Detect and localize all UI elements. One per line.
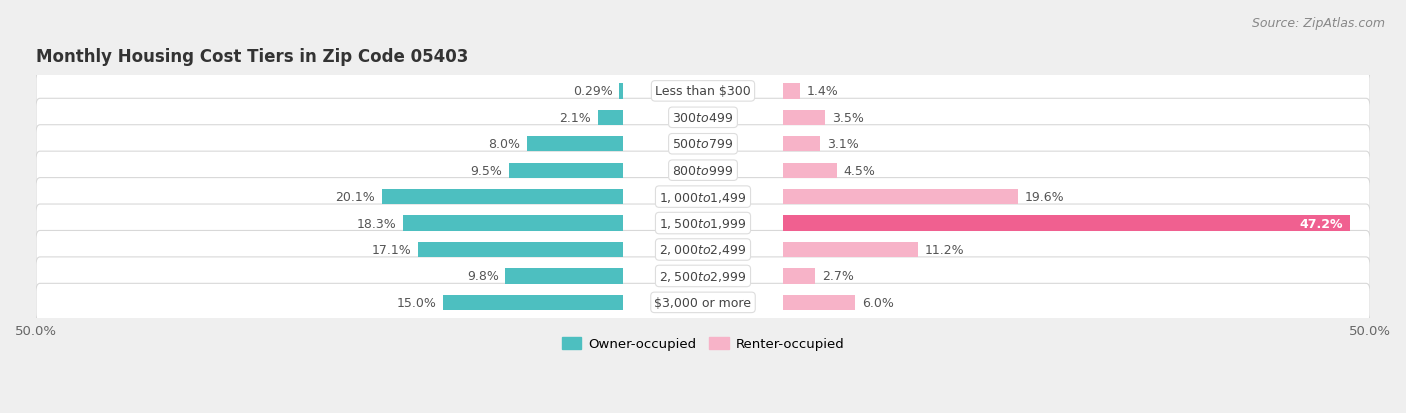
Bar [783, 137, 820, 152]
Bar [418, 242, 623, 258]
Text: 3.1%: 3.1% [827, 138, 859, 151]
Text: 11.2%: 11.2% [924, 243, 963, 256]
Text: 2.7%: 2.7% [823, 270, 853, 283]
Bar [443, 295, 623, 310]
Bar [783, 163, 837, 178]
FancyBboxPatch shape [37, 257, 1369, 295]
Bar [783, 216, 1350, 231]
Bar [505, 268, 623, 284]
FancyBboxPatch shape [37, 204, 1369, 242]
Text: 8.0%: 8.0% [488, 138, 520, 151]
FancyBboxPatch shape [37, 284, 1369, 322]
Text: 18.3%: 18.3% [357, 217, 396, 230]
Bar [783, 295, 855, 310]
FancyBboxPatch shape [37, 231, 1369, 269]
Text: $300 to $499: $300 to $499 [672, 112, 734, 124]
Bar [783, 84, 800, 99]
Text: $1,500 to $1,999: $1,500 to $1,999 [659, 216, 747, 230]
Bar [620, 84, 623, 99]
Text: 17.1%: 17.1% [371, 243, 411, 256]
Text: $800 to $999: $800 to $999 [672, 164, 734, 177]
Bar [783, 190, 1018, 205]
Bar [598, 110, 623, 126]
Legend: Owner-occupied, Renter-occupied: Owner-occupied, Renter-occupied [557, 332, 849, 356]
Text: 3.5%: 3.5% [832, 112, 863, 124]
FancyBboxPatch shape [37, 152, 1369, 190]
Text: 9.5%: 9.5% [471, 164, 502, 177]
Text: Less than $300: Less than $300 [655, 85, 751, 98]
Text: 0.29%: 0.29% [574, 85, 613, 98]
Text: 15.0%: 15.0% [396, 296, 436, 309]
Text: $1,000 to $1,499: $1,000 to $1,499 [659, 190, 747, 204]
Text: Source: ZipAtlas.com: Source: ZipAtlas.com [1251, 17, 1385, 29]
FancyBboxPatch shape [37, 126, 1369, 164]
Text: 2.1%: 2.1% [560, 112, 591, 124]
Text: $500 to $799: $500 to $799 [672, 138, 734, 151]
Text: 4.5%: 4.5% [844, 164, 876, 177]
Text: 1.4%: 1.4% [807, 85, 838, 98]
Bar [509, 163, 623, 178]
Bar [527, 137, 623, 152]
FancyBboxPatch shape [37, 99, 1369, 137]
Bar [783, 268, 815, 284]
FancyBboxPatch shape [37, 178, 1369, 216]
Bar [404, 216, 623, 231]
FancyBboxPatch shape [37, 73, 1369, 111]
Text: 6.0%: 6.0% [862, 296, 894, 309]
Text: 19.6%: 19.6% [1025, 191, 1064, 204]
Text: 9.8%: 9.8% [467, 270, 499, 283]
Text: 20.1%: 20.1% [335, 191, 375, 204]
Text: $3,000 or more: $3,000 or more [655, 296, 751, 309]
Text: 47.2%: 47.2% [1299, 217, 1343, 230]
Text: Monthly Housing Cost Tiers in Zip Code 05403: Monthly Housing Cost Tiers in Zip Code 0… [37, 48, 468, 66]
Text: $2,000 to $2,499: $2,000 to $2,499 [659, 243, 747, 257]
Bar [783, 110, 825, 126]
Text: $2,500 to $2,999: $2,500 to $2,999 [659, 269, 747, 283]
Bar [783, 242, 918, 258]
Bar [381, 190, 623, 205]
